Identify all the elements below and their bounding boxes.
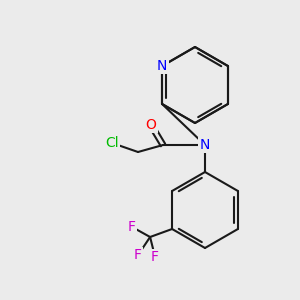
Text: N: N (157, 59, 167, 73)
Text: F: F (134, 248, 142, 262)
Text: N: N (200, 138, 210, 152)
Text: Cl: Cl (105, 136, 119, 150)
Text: O: O (146, 118, 156, 132)
Text: F: F (128, 220, 136, 234)
Text: F: F (151, 250, 159, 264)
